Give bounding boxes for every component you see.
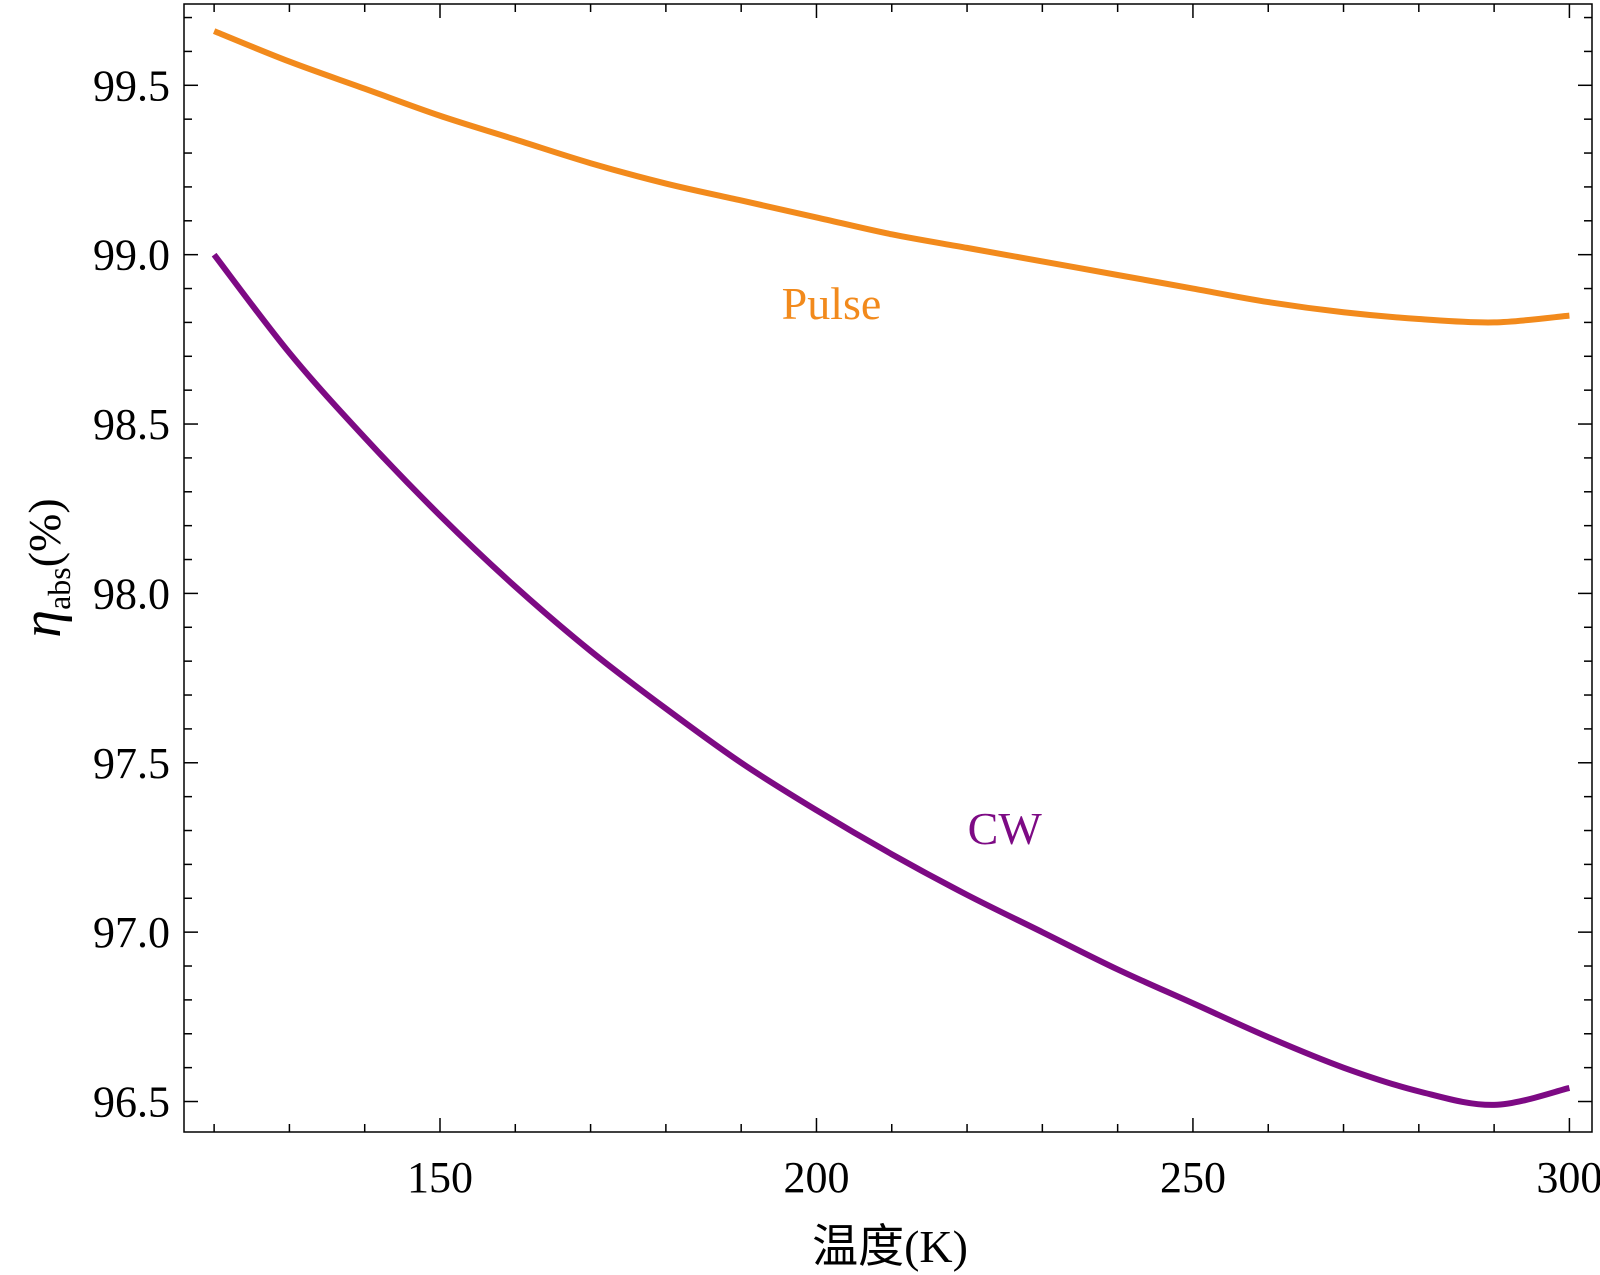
x-tick-label: 200 [783,1153,849,1202]
x-axis-title: 温度(K) [812,1221,968,1272]
minor-ticks [184,4,1592,1132]
y-tick-label: 98.5 [93,400,170,449]
series-line-pulse [212,28,1570,326]
y-tick-label: 97.0 [93,908,170,957]
x-tick-label: 250 [1160,1153,1226,1202]
x-tick-labels: 150 200 250 300 [407,1153,1600,1202]
series-label-cw: CW [968,803,1043,854]
x-tick-label: 300 [1536,1153,1600,1202]
y-axis-title: ηabs(%) [11,498,77,637]
y-axis-title-symbol: η [11,610,73,638]
series-line-cw [211,252,1571,1108]
series-label-pulse: Pulse [782,278,882,329]
x-tick-label: 150 [407,1153,473,1202]
y-tick-label: 96.5 [93,1078,170,1127]
major-ticks [184,4,1592,1132]
series-lines [211,28,1571,1108]
y-tick-label: 97.5 [93,739,170,788]
y-tick-label: 99.0 [93,231,170,280]
y-axis-title-suffix: (%) [19,498,70,567]
y-tick-label: 98.0 [93,569,170,618]
y-tick-label: 99.5 [93,61,170,110]
y-axis-title-subscript: abs [41,567,77,610]
series-labels: Pulse CW [782,278,1043,854]
plot-frame [183,3,1593,1133]
y-tick-labels: 96.5 97.0 97.5 98.0 98.5 99.0 99.5 [93,61,170,1126]
